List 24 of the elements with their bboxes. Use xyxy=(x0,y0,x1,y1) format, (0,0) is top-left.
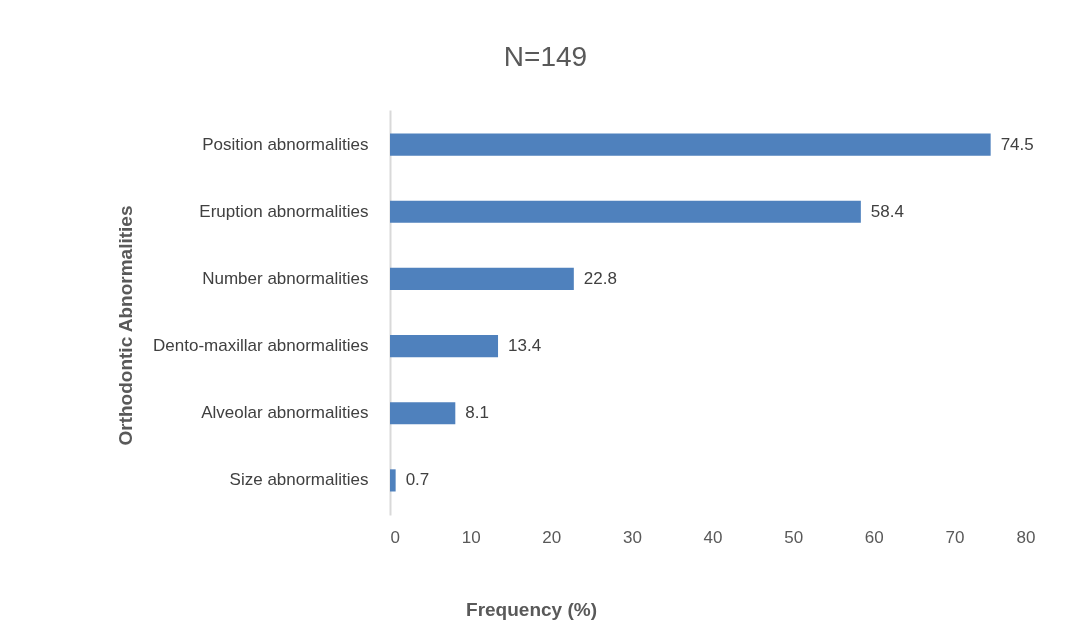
x-tick-label: 30 xyxy=(622,527,642,547)
x-tick-label: 40 xyxy=(703,527,723,547)
x-tick-label: 70 xyxy=(945,527,965,547)
x-tick-label: 0 xyxy=(390,527,400,547)
x-tick-label: 80 xyxy=(1016,527,1036,547)
data-label: 8.1 xyxy=(465,403,489,423)
y-tick-label: Dento-maxillar abnormalities xyxy=(153,336,369,356)
x-tick-label: 50 xyxy=(784,527,804,547)
y-tick-label: Position abnormalities xyxy=(202,134,369,154)
x-tick-label: 20 xyxy=(542,527,562,547)
y-tick-label: Size abnormalities xyxy=(229,470,369,490)
data-label: 22.8 xyxy=(583,268,617,288)
x-axis-title: Frequency (%) xyxy=(466,598,597,620)
chart-title: N=149 xyxy=(503,41,588,72)
y-axis-title: Orthodontic Abnormalities xyxy=(114,205,136,446)
data-label: 74.5 xyxy=(1000,134,1034,154)
y-tick-label: Alveolar abnormalities xyxy=(201,403,369,423)
y-tick-label: Number abnormalities xyxy=(202,268,369,288)
data-label: 13.4 xyxy=(508,336,542,356)
data-label: 0.7 xyxy=(405,470,430,490)
x-tick-label: 60 xyxy=(864,527,884,547)
x-tick-label: 10 xyxy=(461,527,481,547)
data-label: 58.4 xyxy=(870,201,904,221)
y-tick-label: Eruption abnormalities xyxy=(199,201,369,221)
